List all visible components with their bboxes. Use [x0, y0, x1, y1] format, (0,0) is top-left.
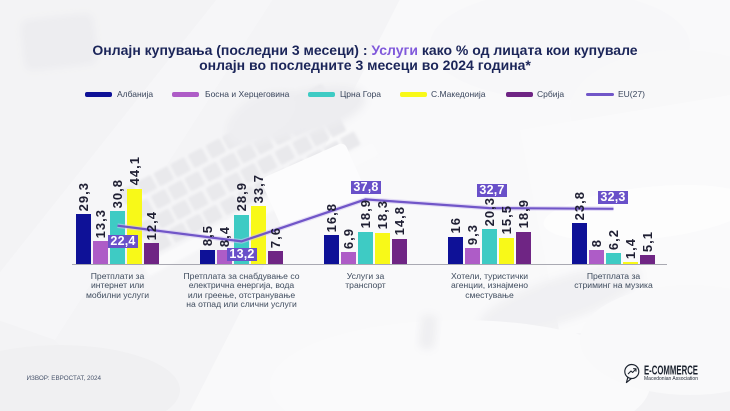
svg-text:E-COMMERCE: E-COMMERCE — [644, 364, 698, 378]
svg-text:Macedonian Association: Macedonian Association — [644, 376, 698, 382]
